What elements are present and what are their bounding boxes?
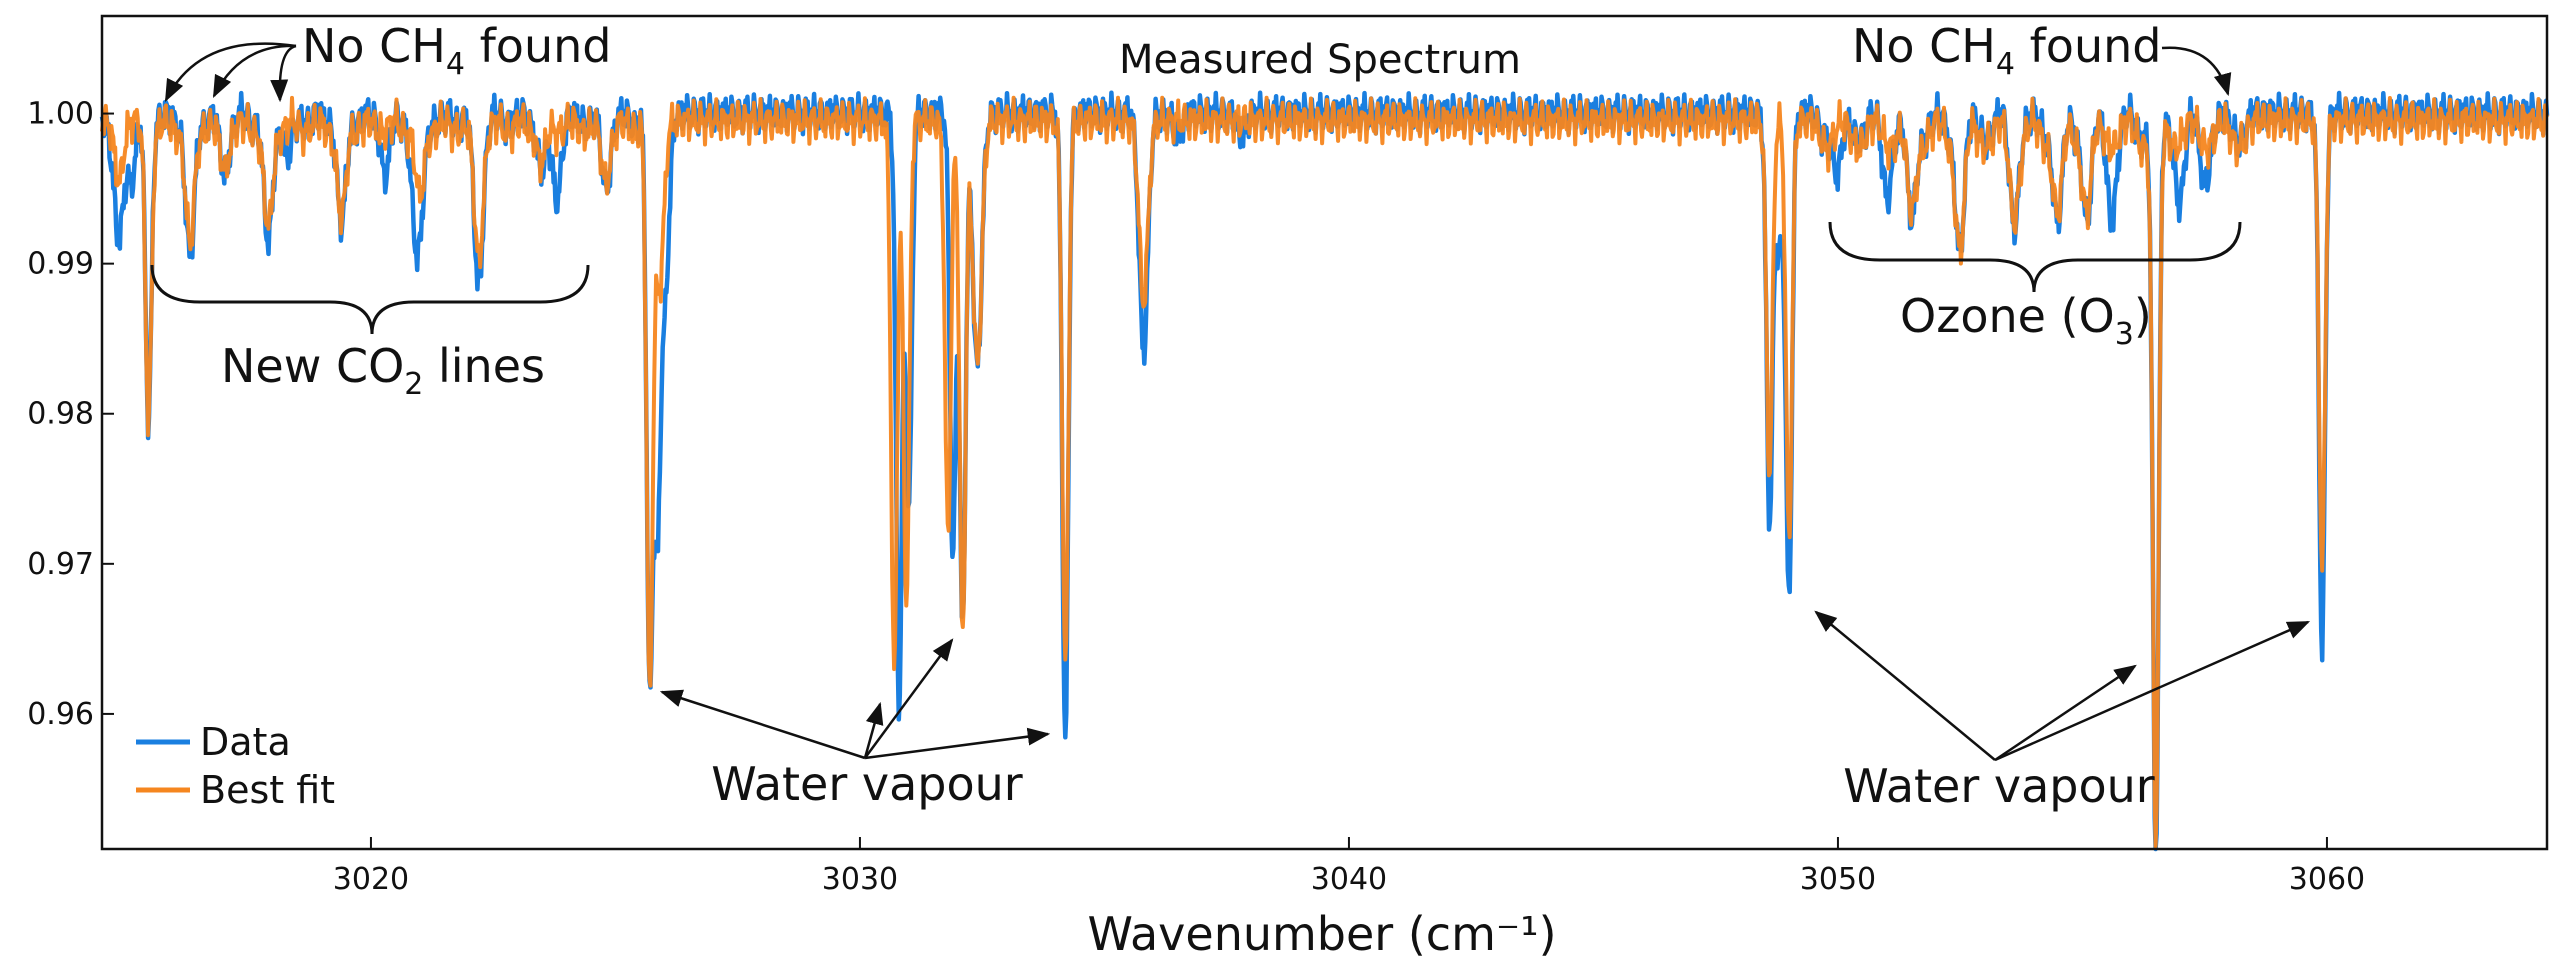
co2-annotation: New CO2 lines [221, 339, 545, 402]
ozone-annotation-sub: 3 [2115, 317, 2134, 352]
x-tick-label: 3020 [333, 862, 409, 897]
legend-label-data: Data [200, 720, 291, 764]
co2-annotation-text: New CO [221, 339, 404, 393]
x-tick-label: 3060 [2289, 862, 2365, 897]
ch4-right-text: No CH [1852, 19, 1996, 73]
ch4-left-annotation: No CH4 found [302, 19, 611, 82]
chart-title: Measured Spectrum [1119, 37, 1521, 83]
ch4-right-sub: 4 [1996, 47, 2015, 82]
water-right-arrow-3 [1994, 620, 2311, 762]
ch4-left-arrow-3 [270, 44, 297, 103]
water-left-arrow-1 [659, 689, 866, 760]
water-left-annotation: Water vapour [711, 757, 1023, 811]
x-tick-label: 3040 [1311, 862, 1387, 897]
ch4-left-text: No CH [302, 19, 446, 73]
y-tick-label: 1.00 [27, 97, 94, 132]
y-tick-label: 0.96 [27, 697, 94, 732]
x-tick-label: 3030 [822, 862, 898, 897]
ch4-left-arrow-2 [212, 44, 297, 99]
series-layer [99, 90, 2550, 852]
y-tick-label: 0.99 [27, 247, 94, 282]
ch4-right-arrow [2161, 46, 2232, 97]
water-left-arrow-4 [864, 727, 1051, 760]
ch4-left-sub: 4 [446, 47, 465, 82]
ozone-annotation-text: Ozone (O [1900, 289, 2115, 343]
ch4-left-tail: found [465, 19, 611, 73]
ch4-left-arrow-1 [164, 42, 297, 103]
water-right-arrow-2 [1994, 664, 2137, 762]
legend-label-best-fit: Best fit [200, 768, 335, 812]
y-tick-label: 0.97 [27, 547, 94, 582]
x-tick-label: 3050 [1800, 862, 1876, 897]
co2-annotation-sub: 2 [404, 367, 423, 402]
ozone-annotation: Ozone (O3) [1900, 289, 2152, 352]
water-right-arrow-1 [1814, 610, 1996, 761]
legend: Data Best fit [136, 720, 335, 812]
ozone-brace [1828, 221, 2242, 293]
ticks-layer: 3020 3030 3040 3050 3060 0.96 0.97 0.98 0.99 1.00 [27, 97, 2365, 897]
x-axis-title: Wavenumber (cm⁻¹) [1087, 907, 1556, 961]
plot-frame [100, 14, 2549, 851]
series-best-fit [100, 95, 2549, 849]
co2-brace [150, 264, 590, 335]
co2-annotation-tail: lines [423, 339, 545, 393]
ozone-annotation-tail: ) [2134, 289, 2152, 343]
ch4-right-tail: found [2015, 19, 2161, 73]
series-data [99, 90, 2550, 852]
ch4-right-annotation: No CH4 found [1852, 19, 2161, 82]
y-tick-label: 0.98 [27, 397, 94, 432]
water-left-arrow-3 [863, 638, 954, 759]
water-left-arrow-2 [863, 701, 884, 759]
water-right-annotation: Water vapour [1843, 759, 2155, 813]
